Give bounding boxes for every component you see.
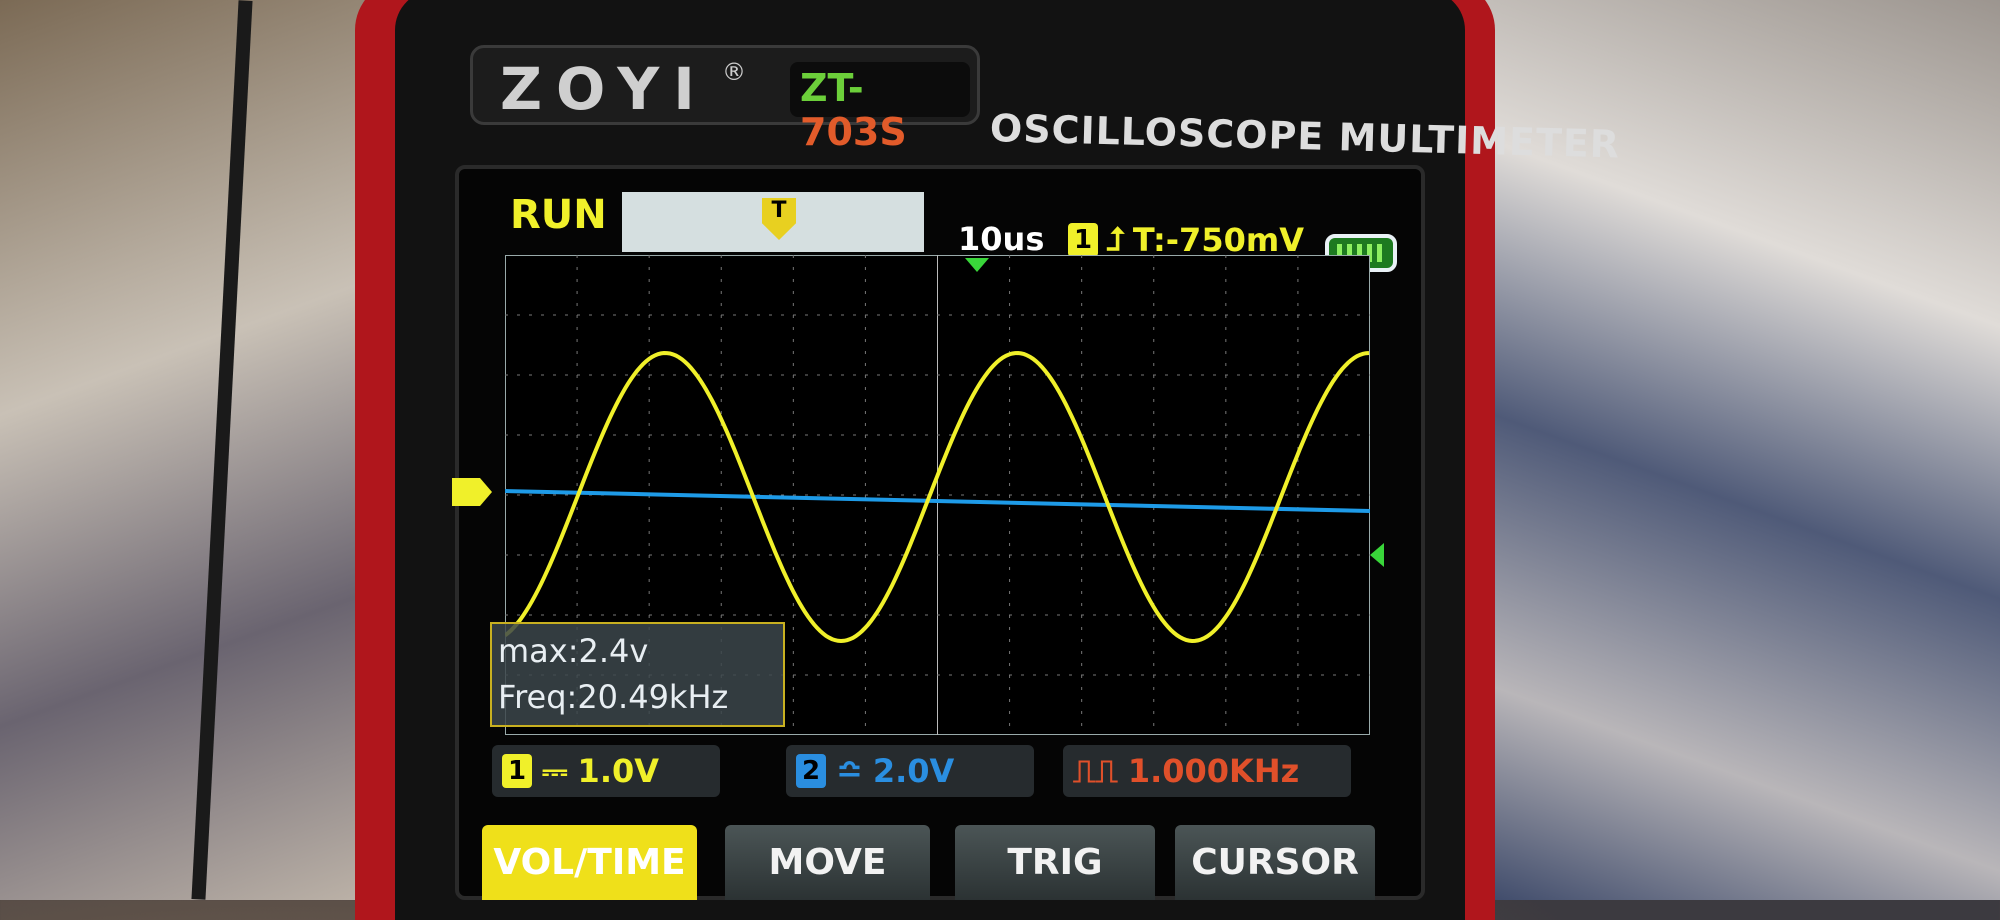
trigger-time-marker[interactable]	[965, 258, 989, 272]
channel-1-trace	[505, 350, 1370, 644]
signal-generator-status[interactable]: ⎍⎍ 1.000KHz	[1063, 745, 1351, 797]
channel-2-trace	[505, 489, 1370, 513]
model-prefix: ZT-	[800, 66, 864, 110]
channel-2-badge: 2	[796, 754, 826, 788]
measurement-box: max:2.4v Freq:20.49kHz	[490, 622, 785, 727]
timebase-readout: 10us	[958, 220, 1045, 258]
trigger-readout: 1 ⮥ T:-750mV	[1068, 220, 1304, 259]
channel-2-status[interactable]: 2 ≏ 2.0V	[786, 745, 1034, 797]
background-left	[0, 0, 380, 900]
generator-frequency: 1.000KHz	[1127, 752, 1300, 790]
trigger-level: T:-750mV	[1132, 220, 1304, 259]
model-label: ZT-703S	[790, 62, 970, 154]
frequency: Freq:20.49kHz	[498, 678, 729, 716]
rising-edge-icon: ⮥	[1106, 220, 1125, 258]
memory-overview-bar: T	[622, 192, 924, 252]
vol-time-button[interactable]: VOL/TIME	[482, 825, 697, 900]
trigger-channel-badge: 1	[1068, 222, 1098, 257]
model-suffix: 703S	[800, 110, 907, 154]
cursor-button[interactable]: CURSOR	[1175, 825, 1375, 900]
trigger-position-marker: T	[762, 198, 796, 240]
background-right	[1480, 0, 2000, 900]
channel-1-scale: 1.0V	[577, 752, 659, 790]
dc-coupling-icon: ⎓	[542, 751, 568, 790]
square-wave-icon: ⎍⎍	[1073, 751, 1118, 790]
trig-button[interactable]: TRIG	[955, 825, 1155, 900]
trigger-level-marker[interactable]	[1370, 543, 1384, 567]
channel-2-scale: 2.0V	[872, 752, 955, 790]
ac-coupling-icon: ≏	[836, 752, 863, 790]
run-status[interactable]: RUN	[510, 192, 607, 238]
brand-logo: ZOYI	[500, 55, 709, 123]
move-button[interactable]: MOVE	[725, 825, 930, 900]
max-voltage: max:2.4v	[498, 632, 649, 670]
registered-mark: ®	[722, 58, 746, 86]
channel-1-status[interactable]: 1 ⎓ 1.0V	[492, 745, 720, 797]
channel-1-badge: 1	[502, 754, 532, 788]
